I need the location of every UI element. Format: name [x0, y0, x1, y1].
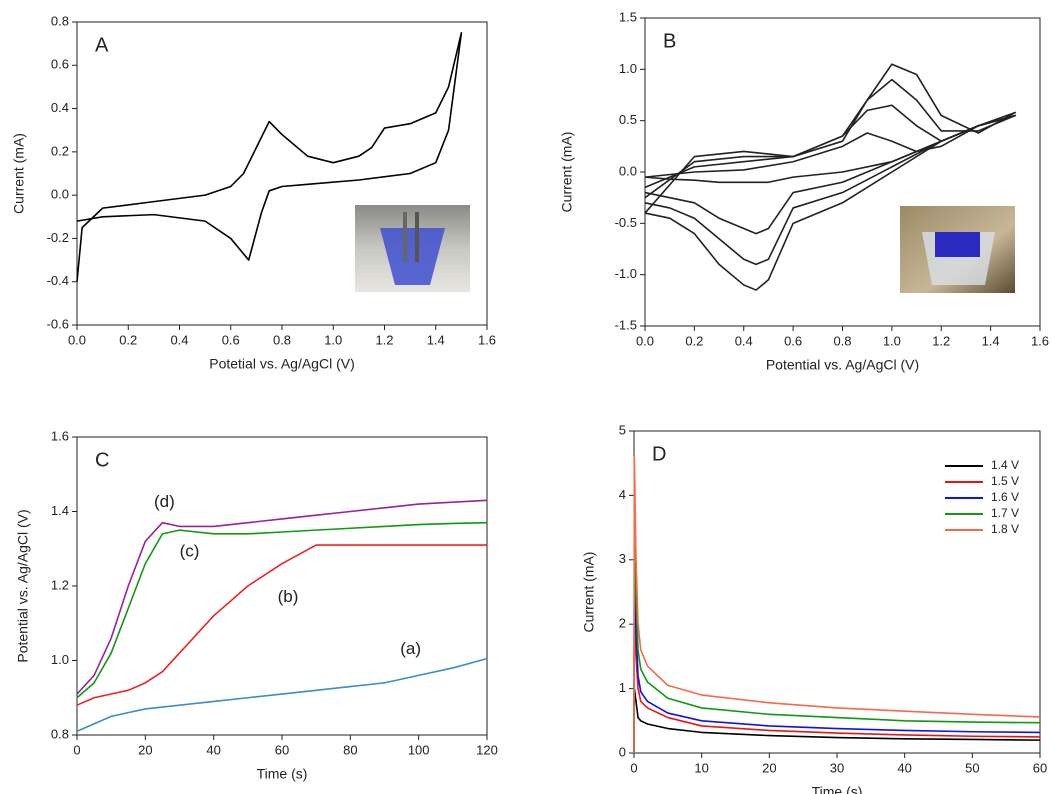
- legend-label: 1.4 V: [991, 458, 1019, 472]
- y-tick-label: 0.4: [51, 100, 69, 115]
- x-tick-label: 1.6: [1031, 333, 1049, 348]
- x-tick-label: 20: [762, 760, 776, 775]
- x-tick-label: 40: [897, 760, 911, 775]
- legend-label: 1.7 V: [991, 506, 1019, 520]
- plot-frame: [76, 436, 488, 736]
- x-tick-label: 0.0: [636, 333, 654, 348]
- y-tick-label: -0.2: [47, 230, 69, 245]
- x-tick-label: 120: [476, 742, 498, 757]
- data-line: [76, 521, 488, 699]
- y-tick-label: 1.0: [619, 61, 637, 76]
- x-axis-label: Potetial vs. Ag/AgCl (V): [209, 356, 355, 372]
- x-tick-label: 0.6: [784, 333, 802, 348]
- panel-letter: C: [95, 449, 109, 471]
- x-tick-label: 0.6: [222, 332, 240, 347]
- x-tick-label: 0.4: [170, 332, 188, 347]
- legend-label: 1.6 V: [991, 490, 1019, 504]
- x-tick-label: 40: [206, 742, 220, 757]
- x-tick-label: 60: [1033, 760, 1047, 775]
- x-tick-label: 1.4: [427, 332, 445, 347]
- curve-label: (a): [400, 639, 421, 658]
- curve-label: (c): [180, 542, 200, 561]
- panel-letter: A: [95, 34, 109, 56]
- x-tick-label: 0: [73, 742, 80, 757]
- x-tick-label: 1.0: [883, 333, 901, 348]
- y-tick-label: 0.8: [51, 13, 69, 28]
- y-tick-label: 1.2: [51, 577, 69, 592]
- data-line: [644, 63, 1017, 291]
- y-tick-label: 1: [619, 680, 626, 695]
- legend-label: 1.8 V: [991, 522, 1019, 536]
- y-axis-label: Current (mA): [11, 133, 27, 214]
- x-tick-label: 0: [630, 760, 637, 775]
- y-tick-label: 0.2: [51, 143, 69, 158]
- x-tick-label: 60: [275, 742, 289, 757]
- y-tick-label: 0: [619, 744, 626, 759]
- data-line: [633, 687, 1041, 754]
- data-line: [76, 657, 488, 733]
- y-tick-label: 0.8: [51, 726, 69, 741]
- x-tick-label: 1.0: [324, 332, 342, 347]
- x-tick-label: 30: [830, 760, 844, 775]
- y-tick-label: 5: [619, 422, 626, 437]
- y-tick-label: 0.5: [619, 112, 637, 127]
- x-tick-label: 80: [343, 742, 357, 757]
- inset-photo-a: [355, 205, 470, 292]
- y-axis-label: Current (mA): [559, 132, 575, 213]
- data-line: [76, 499, 488, 695]
- y-tick-label: 1.5: [619, 9, 637, 24]
- curve-label: (b): [278, 587, 299, 606]
- plot-frame: [633, 430, 1041, 754]
- y-tick-label: -0.5: [615, 215, 637, 230]
- y-tick-label: 1.0: [51, 652, 69, 667]
- y-tick-label: -0.6: [47, 316, 69, 331]
- x-tick-label: 0.8: [833, 333, 851, 348]
- y-tick-label: 2: [619, 616, 626, 631]
- y-tick-label: -1.0: [615, 266, 637, 281]
- x-tick-label: 20: [138, 742, 152, 757]
- x-tick-label: 1.2: [375, 332, 393, 347]
- data-line: [76, 544, 487, 706]
- data-line: [633, 455, 1041, 754]
- data-line: [633, 610, 1041, 754]
- x-tick-label: 0.8: [273, 332, 291, 347]
- inset-photo-b: [900, 206, 1015, 293]
- data-line: [644, 114, 1017, 184]
- panel-letter: D: [652, 443, 666, 465]
- x-tick-label: 0.4: [735, 333, 753, 348]
- data-line: [76, 32, 463, 282]
- legend-label: 1.5 V: [991, 474, 1019, 488]
- y-tick-label: 0.0: [51, 187, 69, 202]
- data-line: [633, 578, 1041, 754]
- y-tick-label: 0.6: [51, 57, 69, 72]
- y-axis-label: Potential vs. Ag/AgCl (V): [15, 509, 31, 662]
- y-tick-label: -1.5: [615, 317, 637, 332]
- y-tick-label: 3: [619, 551, 626, 566]
- y-tick-label: 4: [619, 487, 626, 502]
- data-line: [633, 526, 1041, 754]
- panel-letter: B: [663, 30, 676, 52]
- y-tick-label: -0.4: [47, 273, 69, 288]
- x-tick-label: 1.4: [982, 333, 1000, 348]
- x-axis-label: Time (s): [257, 766, 308, 782]
- x-tick-label: 1.6: [478, 332, 496, 347]
- x-tick-label: 50: [965, 760, 979, 775]
- x-tick-label: 1.2: [932, 333, 950, 348]
- x-axis-label: Potential vs. Ag/AgCl (V): [766, 357, 919, 373]
- x-tick-label: 0.0: [68, 332, 86, 347]
- x-tick-label: 0.2: [119, 332, 137, 347]
- x-tick-label: 0.2: [685, 333, 703, 348]
- y-tick-label: 1.4: [51, 503, 69, 518]
- x-axis-label: Time (s): [812, 784, 863, 794]
- y-tick-label: 0.0: [619, 163, 637, 178]
- curve-label: (d): [154, 492, 175, 511]
- y-tick-label: 1.6: [51, 428, 69, 443]
- x-tick-label: 100: [408, 742, 430, 757]
- y-axis-label: Current (mA): [581, 552, 597, 633]
- x-tick-label: 10: [694, 760, 708, 775]
